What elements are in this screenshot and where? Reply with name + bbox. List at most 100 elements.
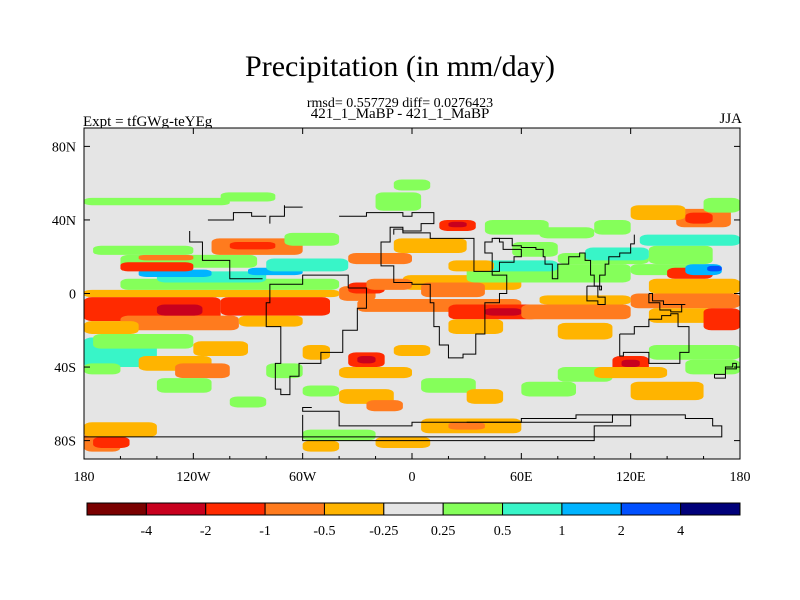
precip-region [630, 381, 704, 401]
coastline [380, 226, 508, 359]
precip-region [639, 234, 740, 246]
coastline [484, 237, 522, 272]
precip-region [93, 436, 130, 448]
precip-region [302, 344, 330, 360]
stats-text: rmsd= 0.557729 diff= 0.0276423 [306, 96, 494, 111]
precip-region [84, 197, 230, 206]
precip-region [84, 422, 157, 437]
precip-region [302, 429, 376, 441]
precip-region [93, 245, 194, 255]
coastline [494, 234, 635, 291]
precip-region [594, 367, 668, 379]
precip-region [156, 304, 203, 316]
precip-region [630, 293, 740, 309]
precip-region [193, 341, 248, 357]
axes: 180 120W 60W 0 60E 120E 180 80N 40N 0 40S 80S [52, 128, 751, 485]
x-tick-label: 120E [616, 470, 646, 485]
precip-region [448, 260, 494, 272]
precip-region [484, 260, 558, 272]
precip-region [84, 321, 139, 334]
precip-region [448, 422, 485, 430]
precip-region [93, 333, 194, 349]
colorbar-label: 0.5 [494, 524, 512, 539]
precip-region [484, 219, 549, 235]
case-names: 421_1_MaBP - 421_1_MaBP [310, 106, 490, 122]
precip-region [703, 308, 740, 331]
coastline [648, 293, 686, 313]
colorbar-label: 0.25 [431, 524, 456, 539]
colorbar-label: -2 [200, 524, 212, 539]
precip-region [266, 258, 349, 272]
precip-region [339, 367, 412, 379]
colorbar-label: -0.5 [313, 524, 335, 539]
precip-region [393, 179, 431, 191]
precip-region [238, 315, 303, 327]
precip-region [707, 265, 722, 272]
x-tick-label: 180 [730, 470, 751, 485]
y-tick-label: 80N [52, 140, 76, 155]
precip-field [84, 179, 740, 452]
precip-region [229, 242, 276, 250]
x-tick-label: 60E [510, 470, 533, 485]
precip-region [357, 356, 376, 364]
precip-region [703, 197, 740, 213]
precip-region [175, 363, 230, 379]
precip-region [366, 278, 412, 290]
y-tick-label: 40N [52, 214, 76, 229]
precip-region [84, 289, 340, 298]
colorbar-swatch [323, 502, 385, 516]
colorbar-label: 1 [558, 524, 565, 539]
precip-region [630, 205, 686, 220]
precip-region [120, 315, 239, 331]
experiment-label: Expt = tfGWg-teYEg [83, 114, 213, 130]
colorbar-swatch [264, 502, 325, 516]
coastline [189, 230, 263, 280]
precip-region [621, 359, 640, 368]
precip-region [348, 253, 412, 265]
precip-region [229, 396, 267, 408]
colorbar-label: -1 [259, 524, 271, 539]
precip-region [138, 254, 194, 261]
colorbar-swatch [502, 502, 563, 516]
precip-region [648, 278, 740, 294]
precip-region [466, 389, 504, 404]
y-tick-label: 80S [54, 435, 76, 450]
precip-region [685, 212, 713, 224]
precip-region [156, 378, 212, 393]
precip-region [284, 232, 340, 246]
y-tick-label: 40S [54, 361, 76, 376]
precip-region [557, 322, 613, 340]
precip-region [512, 242, 558, 257]
precip-region [594, 219, 631, 235]
colorbar-swatch [145, 502, 207, 516]
precip-region [685, 359, 740, 375]
precip-region [220, 297, 330, 316]
colorbar-label: -4 [141, 524, 153, 539]
precip-region [421, 378, 476, 393]
precip-region [120, 262, 194, 272]
x-tick-label: 0 [409, 470, 416, 485]
x-tick-label: 60W [289, 470, 317, 485]
colorbar-label: 4 [677, 524, 684, 539]
coastline [207, 212, 267, 221]
colorbar-swatch [383, 502, 444, 516]
precip-region [448, 221, 467, 228]
colorbar-swatch [620, 502, 682, 516]
colorbar-label: 2 [618, 524, 625, 539]
precip-region [220, 192, 276, 202]
coastline-layer [84, 205, 737, 442]
y-tick-label: 0 [69, 288, 76, 303]
precip-region [521, 304, 631, 320]
coastline [713, 362, 737, 379]
precip-region [375, 436, 431, 448]
colorbar-swatch [442, 502, 504, 516]
colorbar-swatch [561, 502, 622, 516]
precip-region [302, 440, 340, 452]
precip-region [393, 238, 467, 254]
precip-region [366, 400, 403, 412]
coastline [619, 313, 690, 364]
coastline [84, 407, 723, 438]
coastline [265, 274, 367, 396]
precip-region [585, 247, 649, 261]
